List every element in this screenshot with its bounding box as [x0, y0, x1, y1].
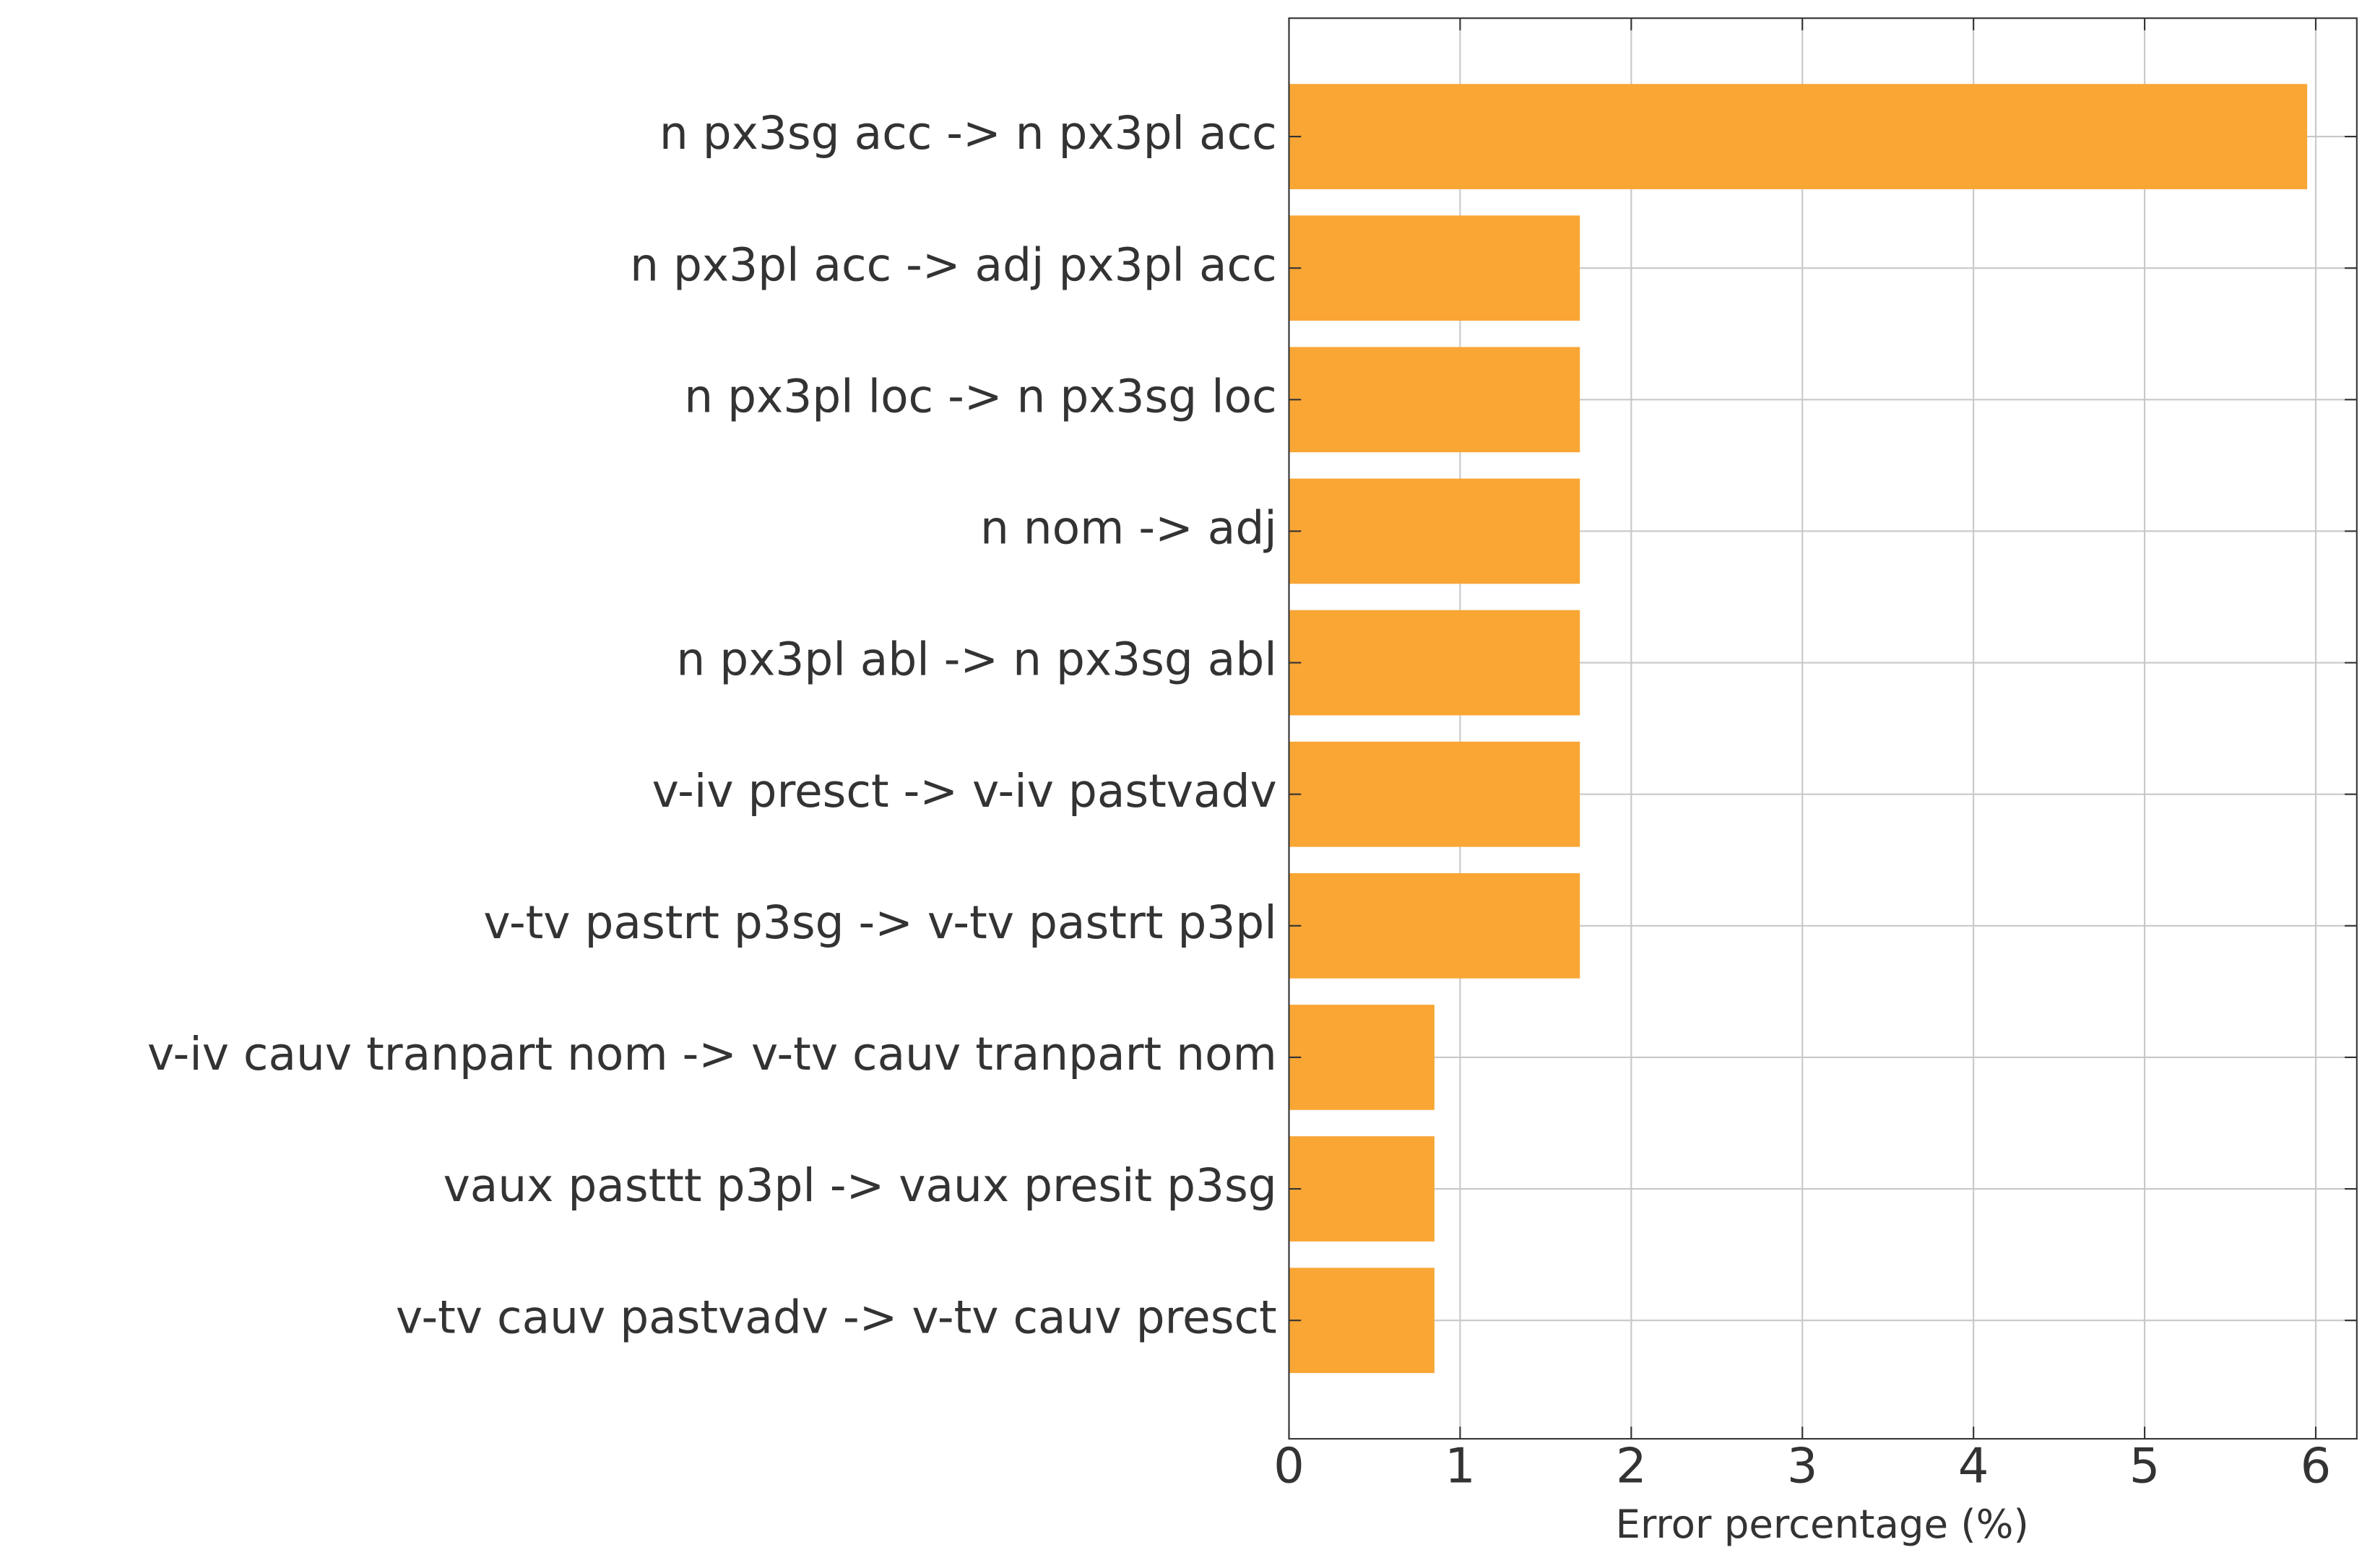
y-tick-label: v-tv pastrt p3sg -> v-tv pastrt p3pl — [483, 896, 1276, 949]
x-tick-label: 3 — [1787, 1438, 1818, 1494]
x-tick-label: 5 — [2129, 1438, 2160, 1494]
x-tick-label: 2 — [1616, 1438, 1647, 1494]
bar — [1289, 215, 1580, 321]
x-tick-label: 4 — [1958, 1438, 1989, 1494]
bar — [1289, 347, 1580, 453]
x-tick-label: 0 — [1273, 1438, 1305, 1494]
x-axis-label: Error percentage (%) — [1616, 1501, 2029, 1547]
bar — [1289, 741, 1580, 847]
bar — [1289, 84, 2308, 189]
plot-frame — [1288, 17, 2358, 1440]
x-tick-label: 1 — [1445, 1438, 1476, 1494]
y-tick-label: v-tv cauv pastvadv -> v-tv cauv presct — [396, 1291, 1277, 1343]
y-tick-label: v-iv cauv tranpart nom -> v-tv cauv tran… — [147, 1028, 1277, 1080]
y-tick-label: v-iv presct -> v-iv pastvadv — [652, 765, 1277, 818]
bar — [1289, 1005, 1435, 1110]
bar — [1289, 872, 1580, 979]
y-tick-label: n px3pl abl -> n px3sg abl — [676, 633, 1276, 686]
bar — [1289, 610, 1580, 716]
y-tick-label: vaux pasttt p3pl -> vaux presit p3sg — [444, 1159, 1277, 1212]
y-tick-label: n px3sg acc -> n px3pl acc — [659, 107, 1277, 160]
x-tick-label: 6 — [2301, 1438, 2332, 1494]
y-tick-label: n px3pl loc -> n px3sg loc — [684, 370, 1276, 423]
y-tick-label: n px3pl acc -> adj px3pl acc — [630, 238, 1277, 291]
bar — [1289, 1268, 1435, 1374]
bar — [1289, 478, 1580, 584]
bar — [1289, 1136, 1435, 1242]
y-tick-label: n nom -> adj — [980, 502, 1277, 555]
